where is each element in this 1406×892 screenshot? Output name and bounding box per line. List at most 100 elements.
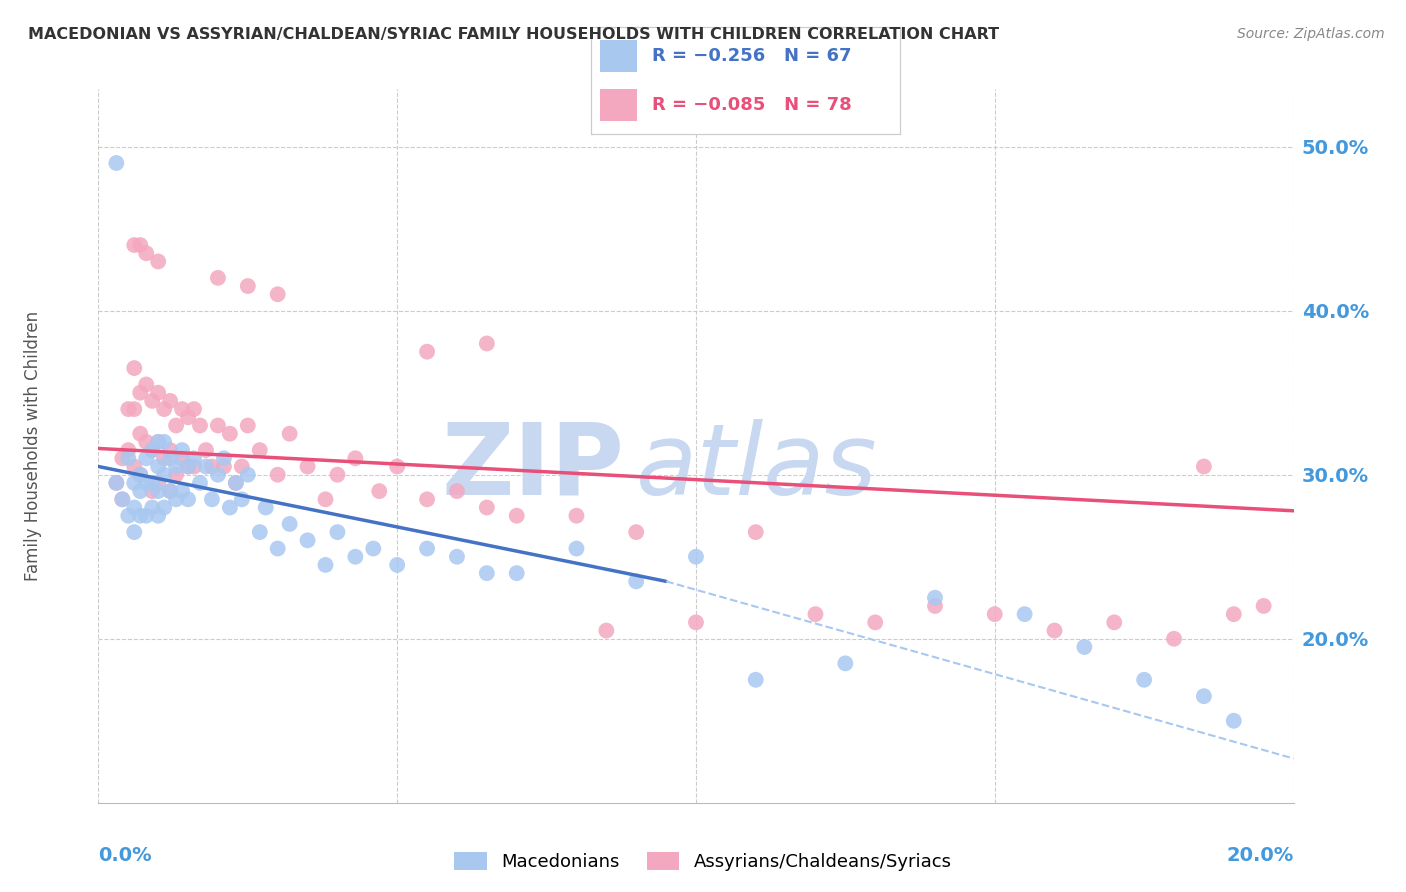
Point <box>124 500 146 515</box>
Point <box>344 451 367 466</box>
Point <box>626 574 648 589</box>
Point <box>416 492 439 507</box>
Point <box>159 451 181 466</box>
Point <box>177 492 200 507</box>
Point <box>1133 673 1156 687</box>
Point <box>595 624 617 638</box>
Point <box>153 451 176 466</box>
Point <box>117 402 139 417</box>
Point <box>834 657 856 671</box>
Point <box>148 385 170 400</box>
Point <box>685 615 707 630</box>
Point <box>363 541 385 556</box>
Point <box>1104 615 1126 630</box>
Point <box>745 673 768 687</box>
Point <box>141 443 163 458</box>
Point <box>506 508 529 523</box>
Point <box>219 426 242 441</box>
Point <box>385 459 409 474</box>
Point <box>111 492 134 507</box>
Point <box>135 475 157 490</box>
Point <box>135 508 157 523</box>
Point <box>236 418 259 433</box>
Point <box>1192 459 1215 474</box>
Point <box>267 467 290 482</box>
Text: MACEDONIAN VS ASSYRIAN/CHALDEAN/SYRIAC FAMILY HOUSEHOLDS WITH CHILDREN CORRELATI: MACEDONIAN VS ASSYRIAN/CHALDEAN/SYRIAC F… <box>28 27 1000 42</box>
Point <box>129 238 152 252</box>
Point <box>148 484 170 499</box>
Point <box>124 525 146 540</box>
Point <box>129 426 152 441</box>
Point <box>475 500 498 515</box>
Point <box>135 246 157 260</box>
Point <box>254 500 277 515</box>
Point <box>368 484 391 499</box>
Point <box>249 525 271 540</box>
Point <box>201 459 224 474</box>
Point <box>188 475 211 490</box>
Point <box>124 238 146 252</box>
Point <box>141 484 163 499</box>
Text: Family Households with Children: Family Households with Children <box>24 311 42 581</box>
Point <box>344 549 367 564</box>
Point <box>177 410 200 425</box>
Point <box>236 279 259 293</box>
Point <box>267 541 290 556</box>
Point <box>148 475 170 490</box>
Legend: Macedonians, Assyrians/Chaldeans/Syriacs: Macedonians, Assyrians/Chaldeans/Syriacs <box>447 845 959 879</box>
Point <box>153 434 176 449</box>
Point <box>315 558 337 572</box>
Point <box>267 287 290 301</box>
Point <box>165 492 187 507</box>
Point <box>326 467 349 482</box>
Point <box>446 549 468 564</box>
Point <box>165 418 187 433</box>
Point <box>172 402 194 417</box>
Point <box>141 443 163 458</box>
Point <box>626 525 648 540</box>
Point <box>195 443 218 458</box>
Point <box>1223 714 1246 728</box>
Point <box>124 361 146 376</box>
Point <box>129 467 152 482</box>
Point <box>249 443 271 458</box>
Point <box>124 459 146 474</box>
Point <box>475 336 498 351</box>
Point <box>172 443 194 458</box>
Point <box>201 492 224 507</box>
Point <box>117 508 139 523</box>
Point <box>129 385 152 400</box>
Point <box>148 254 170 268</box>
Point <box>159 484 181 499</box>
FancyBboxPatch shape <box>600 89 637 121</box>
Point <box>225 475 247 490</box>
Point <box>124 402 146 417</box>
Point <box>165 459 187 474</box>
Point <box>105 156 128 170</box>
Point <box>148 508 170 523</box>
Point <box>924 599 946 613</box>
Point <box>141 393 163 408</box>
Point <box>129 508 152 523</box>
Text: atlas: atlas <box>637 419 877 516</box>
Point <box>278 426 301 441</box>
Point <box>565 541 588 556</box>
Point <box>135 377 157 392</box>
Point <box>506 566 529 581</box>
Point <box>111 492 134 507</box>
Point <box>153 467 176 482</box>
Point <box>117 443 139 458</box>
FancyBboxPatch shape <box>600 39 637 71</box>
Point <box>212 459 235 474</box>
Point <box>172 484 194 499</box>
Point <box>1192 689 1215 703</box>
Point <box>183 451 205 466</box>
Point <box>231 459 253 474</box>
Point <box>984 607 1007 622</box>
Point <box>685 549 707 564</box>
Point <box>195 459 218 474</box>
Point <box>446 484 468 499</box>
Point <box>177 459 200 474</box>
Point <box>135 434 157 449</box>
Point <box>141 475 163 490</box>
